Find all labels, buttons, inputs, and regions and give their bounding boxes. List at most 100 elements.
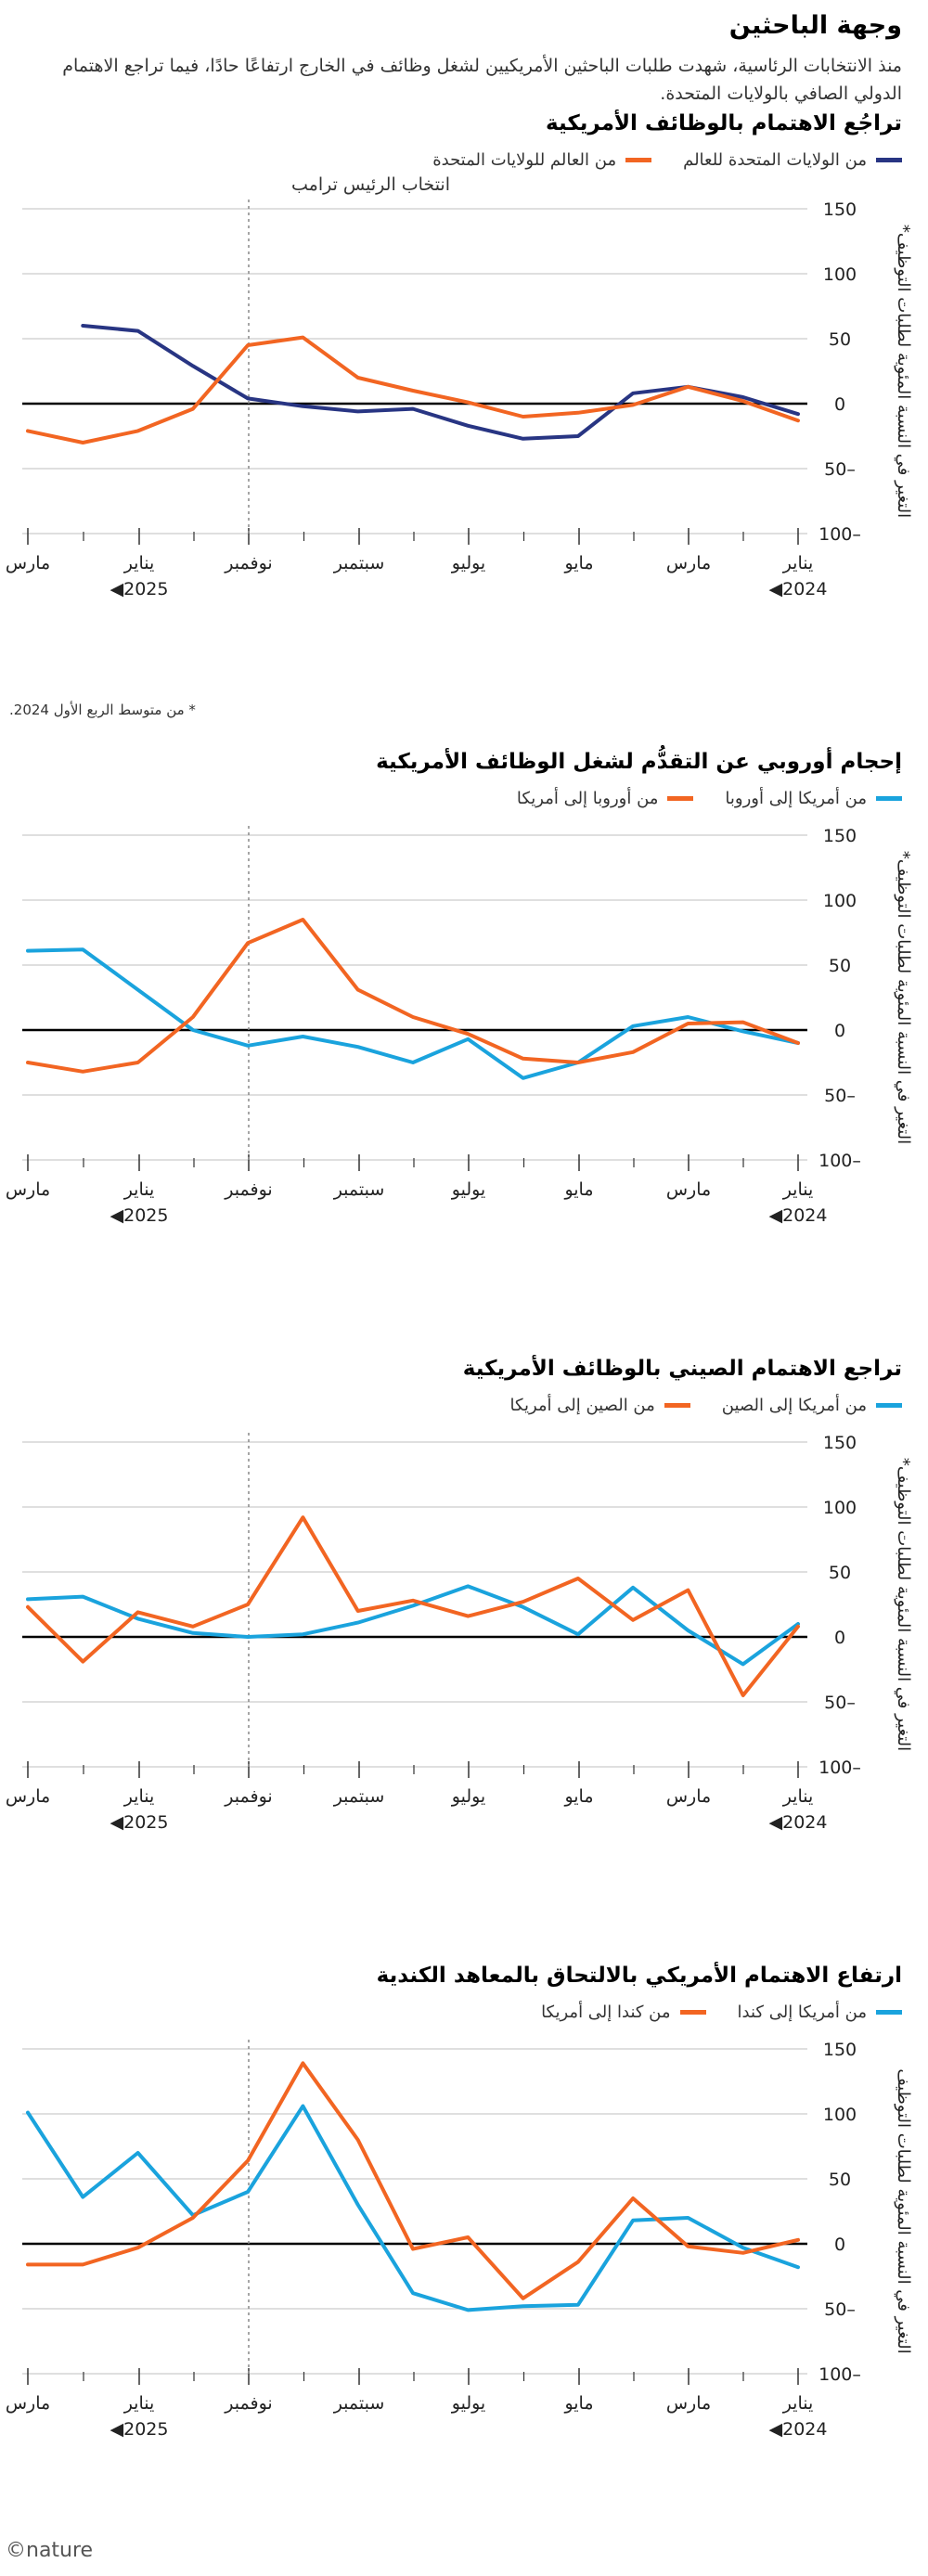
- y-axis-label: التغير في النسبة المئوية لطلبات التوظيف*: [894, 1458, 913, 1751]
- y-tick-label: 50–: [824, 1693, 856, 1713]
- series-group: [26, 1515, 800, 1697]
- x-tick-label: يناير: [123, 1179, 155, 1200]
- x-tick-label: مارس: [6, 2393, 50, 2414]
- x-tick-label: نوفمبر: [224, 2393, 272, 2414]
- legend-swatch: [625, 158, 652, 162]
- legend-item-series-2: من كندا إلى أمريكا: [541, 2003, 706, 2022]
- chart-svg: 150 100 50 0 50– 100– التغير في النسبة المئوية…: [6, 1433, 913, 1833]
- y-axis-label: التغير في النسبة المئوية لطلبات التوظيف*: [894, 225, 913, 518]
- legend-swatch: [876, 2010, 902, 2015]
- year-label: ◀2025: [110, 1812, 169, 1833]
- chart-svg: 150 100 50 0 50– 100– التغير في النسبة المئوية…: [6, 826, 913, 1226]
- legend-swatch: [876, 796, 902, 801]
- y-tick-label: 100–: [818, 524, 861, 545]
- axes: 150 100 50 0 50– 100– التغير في النسبة المئوية…: [6, 1433, 913, 1833]
- x-tick-label: يوليو: [451, 553, 485, 573]
- chart-title: تراجُع الاهتمام بالوظائف الأمريكية: [546, 111, 902, 135]
- x-tick-label: نوفمبر: [224, 553, 272, 573]
- election-label: انتخاب الرئيس ترامب: [291, 174, 450, 195]
- x-tick-label: مايو: [563, 1179, 593, 1200]
- series-group: [26, 918, 800, 1080]
- axes: 150 100 50 0 50– 100– التغير في النسبة المئوية…: [6, 826, 913, 1226]
- series-line-1: [26, 1584, 800, 1667]
- legend-item-series-1: من الولايات المتحدة للعالم: [683, 150, 902, 170]
- x-tick-label: مارس: [666, 553, 711, 573]
- axes: 150 100 50 0 50– 100– التغير في النسبة المئوية…: [6, 2040, 913, 2440]
- y-tick-label: 100–: [818, 2364, 861, 2385]
- legend: من أمريكا إلى كندا من كندا إلى أمريكا: [509, 2003, 902, 2022]
- x-tick-label: نوفمبر: [224, 1786, 272, 1807]
- y-tick-label: 0: [834, 1628, 845, 1648]
- legend-label: من كندا إلى أمريكا: [541, 2003, 671, 2022]
- series-line-1: [26, 947, 800, 1080]
- x-tick-label: سبتمبر: [333, 1179, 385, 1200]
- x-tick-label: مارس: [6, 1179, 50, 1200]
- year-label: ◀2025: [110, 579, 169, 599]
- y-tick-label: 0: [834, 1021, 845, 1041]
- legend-item-series-2: من أوروبا إلى أمريكا: [517, 789, 694, 808]
- chart-china-interest: تراجع الاهتمام الصيني بالوظائف الأمريكية…: [0, 1357, 928, 1913]
- x-tick-label: يناير: [123, 553, 155, 573]
- x-tick-label: يناير: [123, 1786, 155, 1807]
- chart-title: إحجام أوروبي عن التقدُّم لشغل الوظائف ال…: [376, 750, 902, 774]
- chart-title: تراجع الاهتمام الصيني بالوظائف الأمريكية: [462, 1357, 902, 1381]
- series-line-2: [26, 918, 800, 1074]
- y-axis-label: التغير في النسبة المئوية لطلبات التوظيف*: [894, 851, 913, 1144]
- year-label: ◀2025: [110, 2419, 169, 2440]
- x-tick-label: مايو: [563, 1786, 593, 1807]
- y-tick-label: 50–: [824, 459, 856, 480]
- series-line-2: [26, 2061, 800, 2300]
- series-line-2: [26, 335, 800, 444]
- x-tick-label: سبتمبر: [333, 1786, 385, 1807]
- page-subtitle: منذ الانتخابات الرئاسية، شهدت طلبات البا…: [62, 56, 902, 104]
- chart-us-interest: تراجُع الاهتمام بالوظائف الأمريكية من ال…: [0, 111, 928, 724]
- year-label: ◀2024: [769, 1812, 828, 1833]
- legend-label: من أوروبا إلى أمريكا: [516, 789, 659, 808]
- x-tick-label: مارس: [666, 1179, 711, 1200]
- y-tick-label: 0: [834, 394, 845, 415]
- legend-label: من أمريكا إلى الصين: [721, 1396, 867, 1415]
- series-line-2: [26, 1515, 800, 1697]
- y-tick-label: 150: [823, 826, 857, 846]
- series-line-1: [81, 324, 800, 441]
- y-tick-label: 100: [823, 891, 857, 911]
- legend: من الولايات المتحدة للعالم من العالم للو…: [401, 150, 902, 170]
- page-title: وجهة الباحثين: [728, 11, 902, 40]
- year-label: ◀2024: [769, 2419, 828, 2440]
- x-tick-label: يوليو: [451, 1786, 485, 1807]
- legend-item-series-2: من العالم للولايات المتحدة: [432, 150, 652, 170]
- y-tick-label: 150: [823, 1433, 857, 1453]
- legend-label: من أمريكا إلى كندا: [737, 2003, 867, 2022]
- footnote: * من متوسط الربع الأول 2024.: [9, 702, 196, 718]
- y-tick-label: 150: [823, 2040, 857, 2060]
- x-tick-label: مايو: [563, 2393, 593, 2414]
- x-tick-label: سبتمبر: [333, 553, 385, 573]
- y-tick-label: 50: [829, 2170, 851, 2190]
- legend-label: من أمريكا إلى أوروبا: [725, 789, 867, 808]
- legend-label: من الصين إلى أمريكا: [509, 1396, 655, 1415]
- x-tick-label: مارس: [6, 1786, 50, 1807]
- y-tick-label: 50: [829, 1563, 851, 1583]
- x-tick-label: يوليو: [451, 1179, 485, 1200]
- legend-swatch: [667, 796, 694, 801]
- x-tick-label: يناير: [782, 2393, 814, 2414]
- legend-swatch: [679, 2010, 706, 2015]
- legend-item-series-1: من أمريكا إلى أوروبا: [725, 789, 902, 808]
- y-tick-label: 100–: [818, 1151, 861, 1171]
- chart-title: ارتفاع الاهتمام الأمريكي بالالتحاق بالمع…: [376, 1964, 902, 1988]
- x-tick-label: نوفمبر: [224, 1179, 272, 1200]
- legend-item-series-1: من أمريكا إلى كندا: [738, 2003, 902, 2022]
- x-tick-label: يناير: [782, 1179, 814, 1200]
- series-line-1: [26, 2104, 800, 2312]
- y-tick-label: 0: [834, 2235, 845, 2255]
- y-tick-label: 100: [823, 1498, 857, 1518]
- x-tick-label: مارس: [666, 2393, 711, 2414]
- x-tick-label: مارس: [6, 553, 50, 573]
- legend-item-series-1: من أمريكا إلى الصين: [722, 1396, 902, 1415]
- chart-svg: 150 100 50 0 50– 100– التغير في النسبة المئوية…: [6, 174, 913, 599]
- legend-swatch: [876, 1403, 902, 1408]
- chart-svg: 150 100 50 0 50– 100– التغير في النسبة المئوية…: [6, 2040, 913, 2440]
- y-tick-label: 50–: [824, 1086, 856, 1106]
- x-tick-label: مارس: [666, 1786, 711, 1807]
